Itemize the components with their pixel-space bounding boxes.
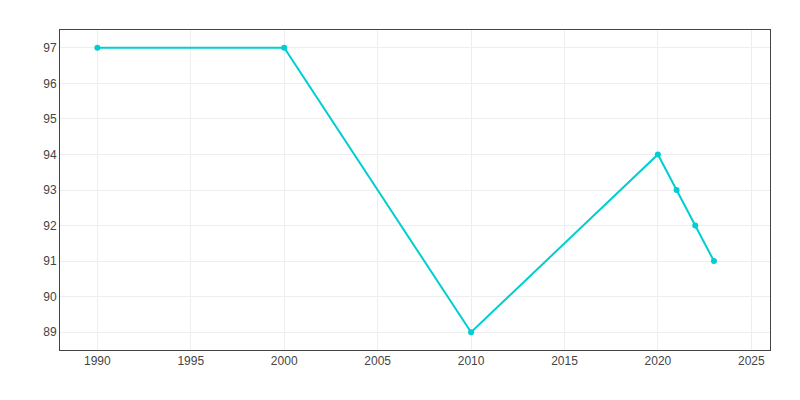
svg-text:2025: 2025: [738, 354, 765, 368]
svg-text:1995: 1995: [177, 354, 204, 368]
svg-text:2000: 2000: [271, 354, 298, 368]
svg-text:90: 90: [43, 290, 57, 304]
svg-text:93: 93: [43, 183, 57, 197]
svg-text:91: 91: [43, 254, 57, 268]
svg-text:94: 94: [43, 148, 57, 162]
svg-text:1990: 1990: [84, 354, 111, 368]
svg-text:2015: 2015: [551, 354, 578, 368]
svg-text:96: 96: [43, 77, 57, 91]
svg-text:2020: 2020: [645, 354, 672, 368]
svg-text:97: 97: [43, 41, 57, 55]
svg-text:95: 95: [43, 112, 57, 126]
svg-text:2010: 2010: [458, 354, 485, 368]
svg-text:2005: 2005: [364, 354, 391, 368]
svg-text:89: 89: [43, 325, 57, 339]
svg-text:92: 92: [43, 219, 57, 233]
